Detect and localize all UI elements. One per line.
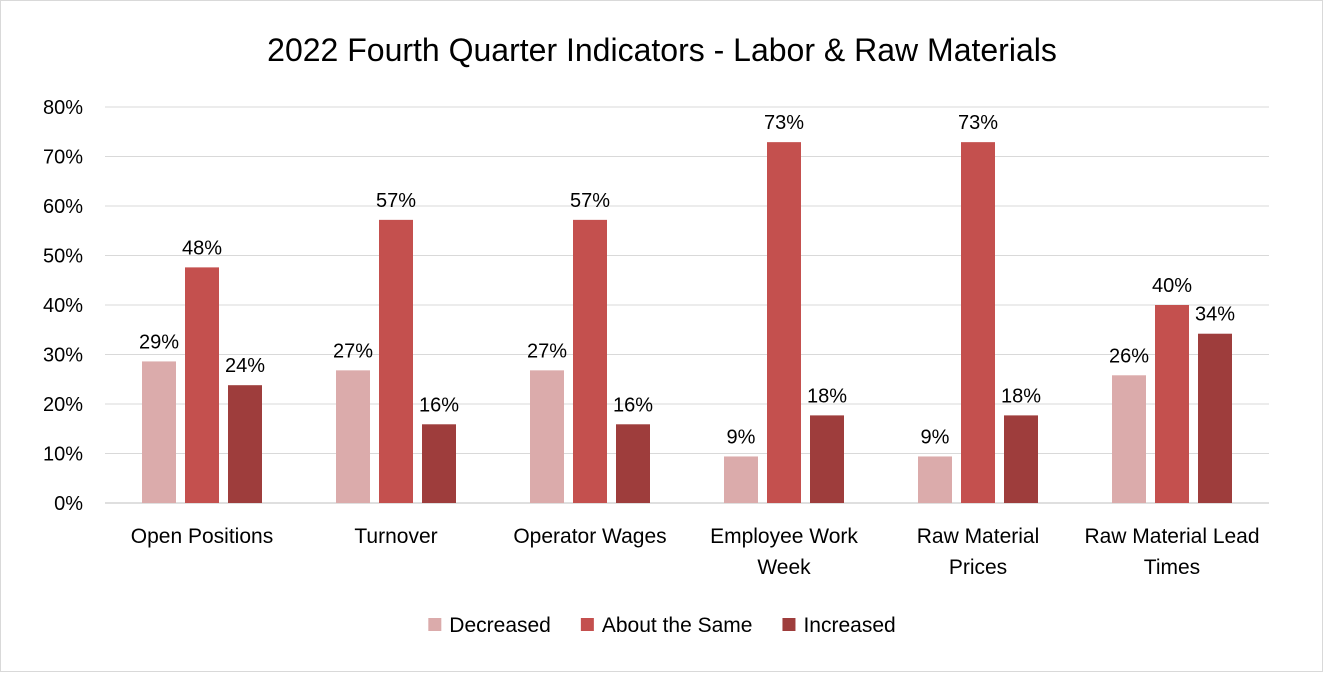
legend-swatch xyxy=(782,618,796,631)
bar xyxy=(1004,415,1038,503)
bar xyxy=(1155,305,1189,503)
data-label: 16% xyxy=(613,394,653,416)
data-label: 27% xyxy=(333,340,373,362)
y-tick-label: 0% xyxy=(54,493,83,515)
y-tick-label: 30% xyxy=(43,345,83,367)
gridlines xyxy=(105,106,1269,504)
bar xyxy=(767,142,801,503)
category-label: Raw Material Lead xyxy=(1084,525,1259,548)
legend-label: Decreased xyxy=(449,614,551,637)
data-label: 29% xyxy=(139,331,179,353)
bar xyxy=(1198,333,1232,503)
y-tick-label: 80% xyxy=(43,97,83,119)
legend-swatch xyxy=(580,618,594,631)
category-label: Prices xyxy=(949,556,1007,579)
legend: Decreased About the Same Increased xyxy=(428,614,896,637)
bar xyxy=(379,219,413,504)
y-tick-label: 10% xyxy=(43,444,83,466)
bar xyxy=(573,219,607,504)
data-label: 73% xyxy=(764,112,804,134)
bar xyxy=(961,142,995,503)
category-label: Turnover xyxy=(354,525,437,548)
bars xyxy=(142,142,1232,504)
data-label: 9% xyxy=(921,426,950,448)
bar xyxy=(142,361,176,503)
data-label: 57% xyxy=(376,190,416,212)
legend-label: About the Same xyxy=(602,614,753,637)
data-label: 24% xyxy=(225,355,265,377)
data-labels: 29% 48% 24% 27% 57% 16% 27% 57% 16% 9% 73% 18% 9% 73%… xyxy=(139,112,1235,448)
y-axis-ticks: 0% 10% 20% 30% 40% 50% 60% 70% 80% xyxy=(43,97,83,515)
data-label: 27% xyxy=(527,340,567,362)
bar xyxy=(1112,375,1146,503)
category-label: Open Positions xyxy=(131,525,273,548)
data-label: 18% xyxy=(1001,385,1041,407)
bar xyxy=(185,267,219,503)
x-axis-categories: Open Positions Turnover Operator Wages Empl… xyxy=(131,525,1260,579)
category-label: Operator Wages xyxy=(513,525,666,548)
bar xyxy=(422,424,456,503)
bar xyxy=(918,456,952,503)
chart-title: 2022 Fourth Quarter Indicators - Labor &… xyxy=(267,32,1057,68)
legend-label: Increased xyxy=(803,614,895,637)
y-tick-label: 20% xyxy=(43,394,83,416)
data-label: 40% xyxy=(1152,275,1192,297)
data-label: 48% xyxy=(182,237,222,259)
data-label: 18% xyxy=(807,385,847,407)
data-label: 16% xyxy=(419,394,459,416)
data-label: 57% xyxy=(570,190,610,212)
bar xyxy=(724,456,758,503)
category-label: Times xyxy=(1144,556,1200,579)
y-tick-label: 60% xyxy=(43,196,83,218)
bar xyxy=(616,424,650,503)
data-label: 34% xyxy=(1195,304,1235,326)
bar xyxy=(810,415,844,503)
data-label: 73% xyxy=(958,112,998,134)
category-label: Employee Work xyxy=(710,525,858,548)
bar xyxy=(228,385,262,503)
bar xyxy=(336,370,370,503)
category-label: Raw Material xyxy=(917,525,1040,548)
y-tick-label: 50% xyxy=(43,246,83,268)
data-label: 26% xyxy=(1109,345,1149,367)
category-label: Week xyxy=(757,556,811,579)
y-tick-label: 40% xyxy=(43,295,83,317)
bar xyxy=(530,370,564,503)
y-tick-label: 70% xyxy=(43,147,83,169)
data-label: 9% xyxy=(727,426,756,448)
legend-swatch xyxy=(428,618,442,631)
